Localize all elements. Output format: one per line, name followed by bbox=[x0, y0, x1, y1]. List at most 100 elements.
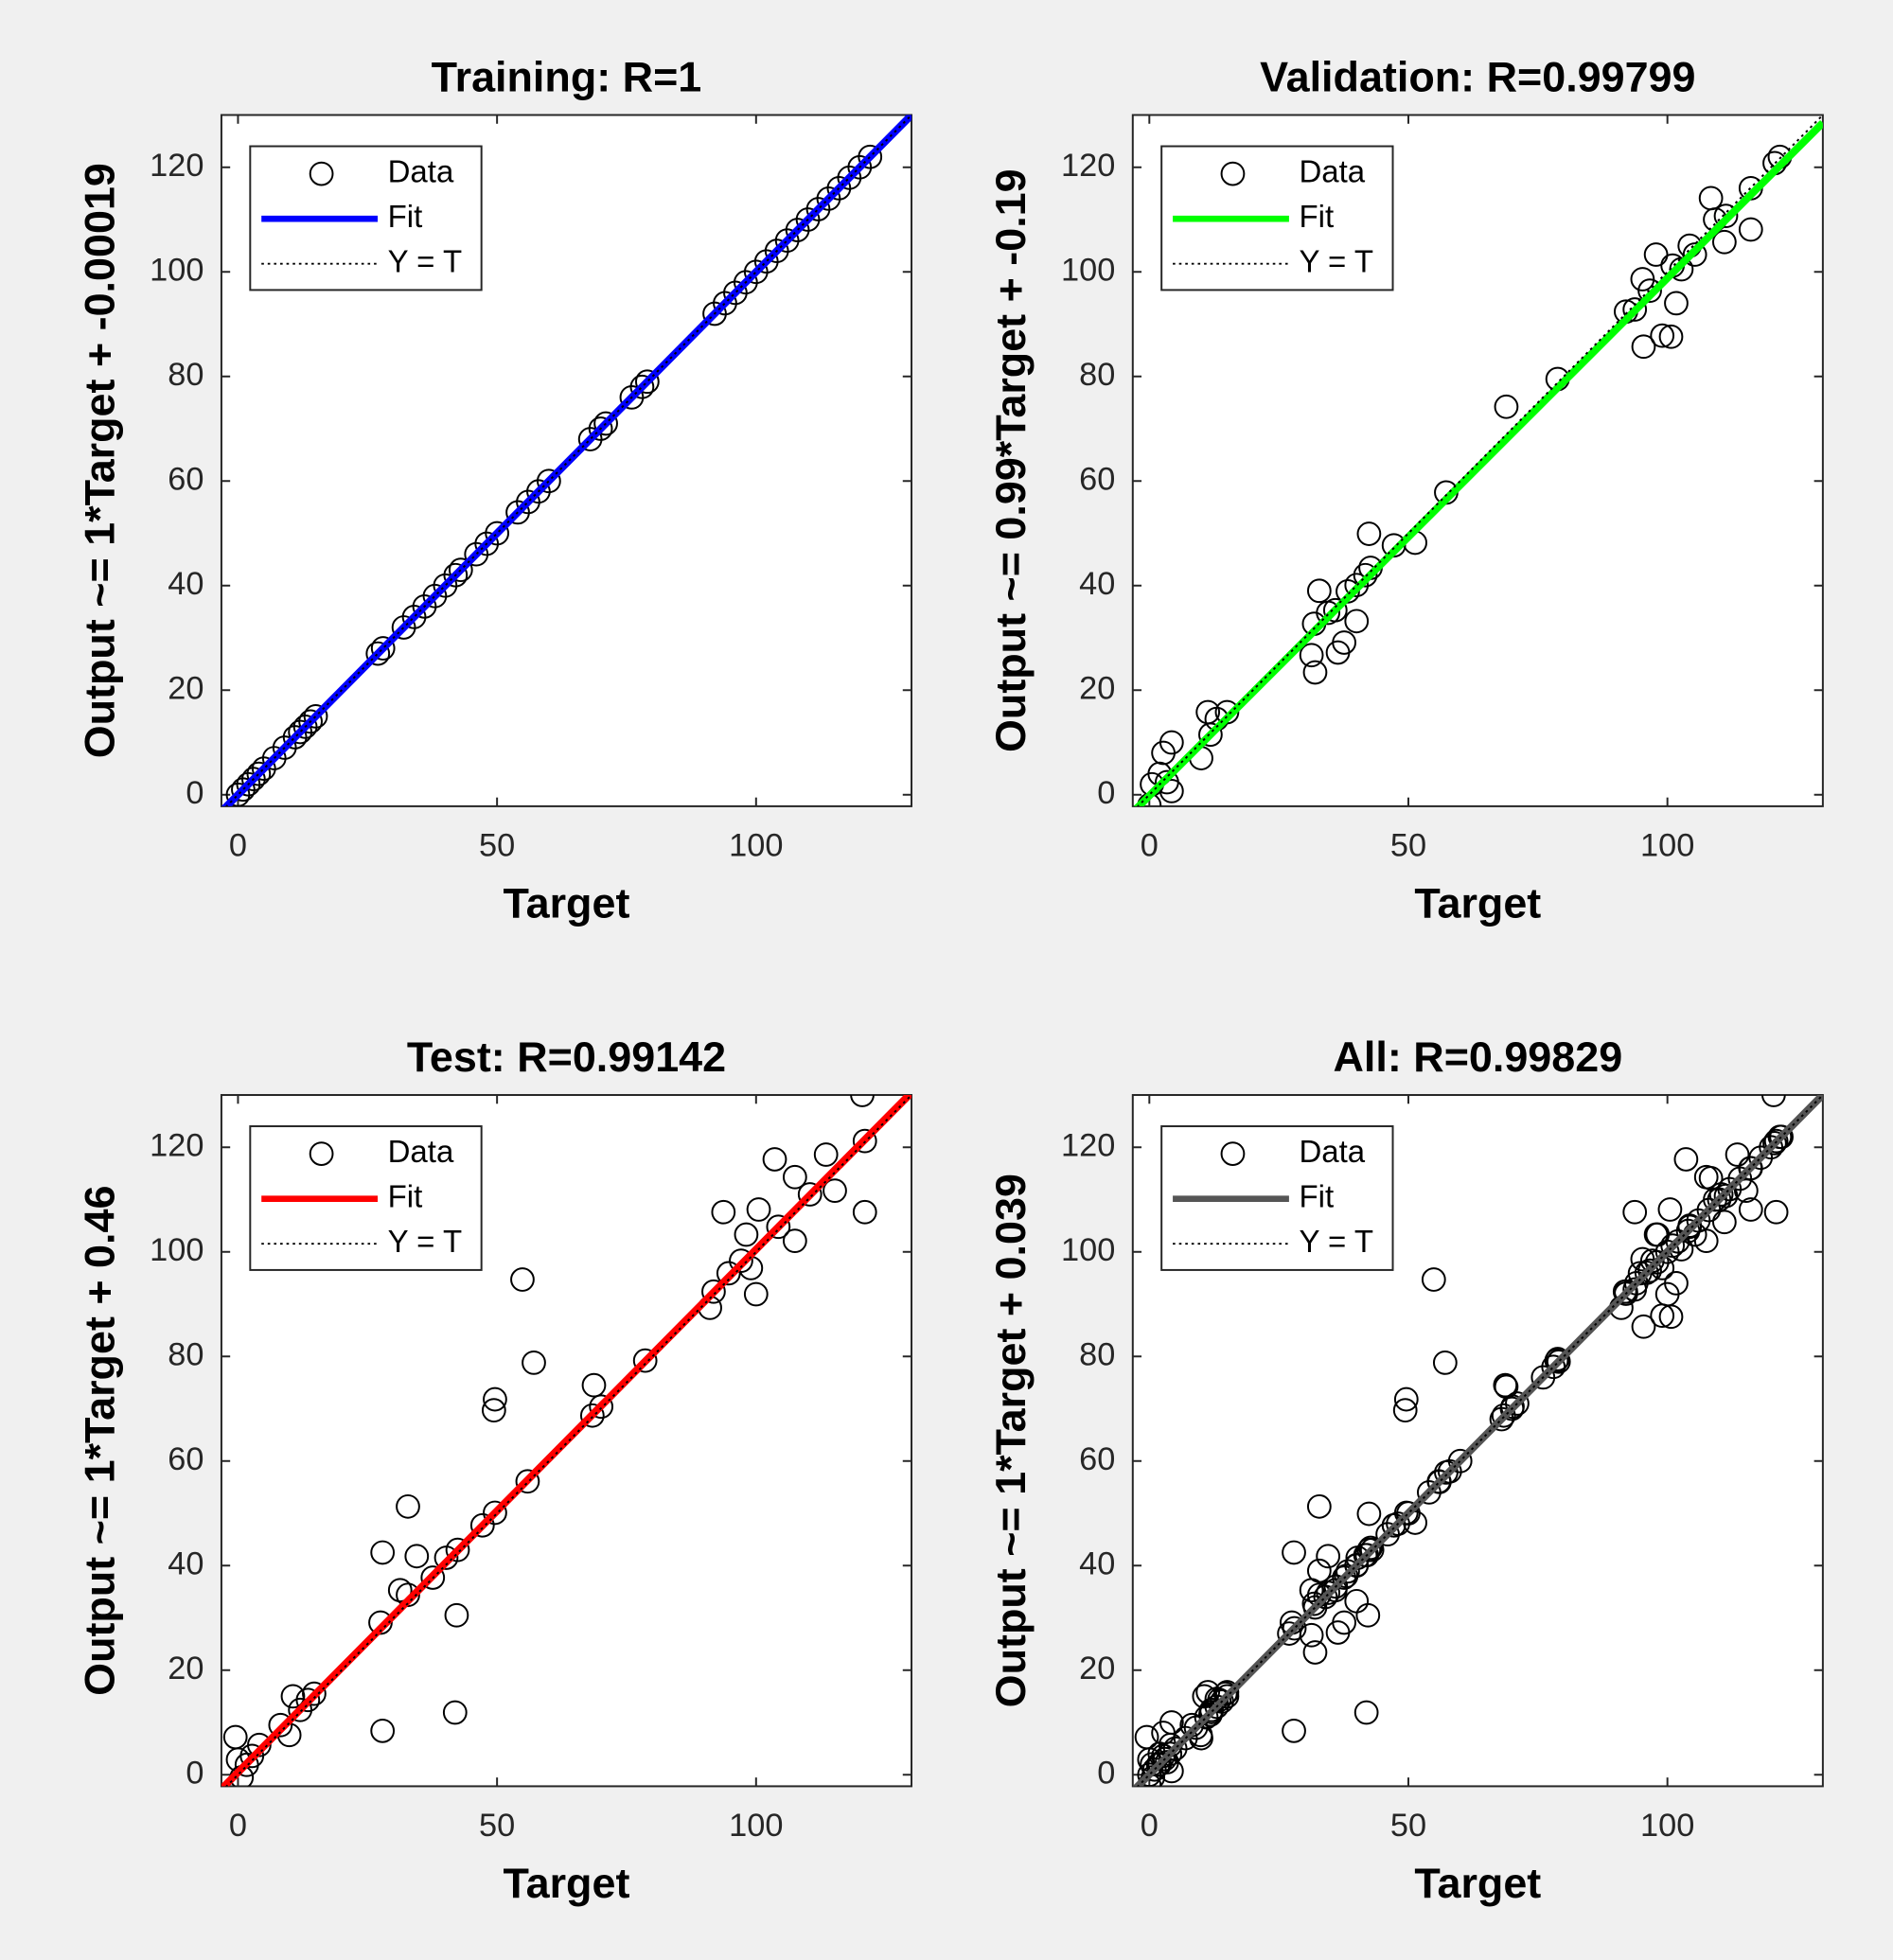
data-point bbox=[295, 1687, 321, 1713]
data-point bbox=[1631, 1314, 1656, 1339]
data-point bbox=[1299, 1622, 1324, 1648]
data-point bbox=[813, 1142, 839, 1167]
legend-marker bbox=[1220, 161, 1246, 186]
data-point bbox=[1637, 278, 1662, 304]
data-point bbox=[581, 1372, 607, 1398]
data-point bbox=[1322, 1578, 1348, 1603]
y-tick-label: 120 bbox=[1061, 148, 1115, 184]
chart-title: Test: R=0.99142 bbox=[407, 1033, 726, 1081]
data-point bbox=[483, 1386, 507, 1412]
legend-label: Data bbox=[388, 153, 454, 188]
data-point bbox=[469, 1512, 495, 1538]
plot-content bbox=[221, 115, 912, 806]
data-point bbox=[1763, 1199, 1789, 1225]
data-point bbox=[370, 1540, 396, 1565]
data-point bbox=[1332, 630, 1356, 655]
x-tick-label: 100 bbox=[1640, 1808, 1694, 1844]
x-tick-label: 100 bbox=[1640, 828, 1694, 864]
data-point bbox=[1500, 1394, 1525, 1420]
y-tick-label: 20 bbox=[1079, 1651, 1115, 1686]
x-tick-label: 50 bbox=[1390, 828, 1426, 864]
y-tick-label: 0 bbox=[186, 1755, 203, 1791]
data-point bbox=[396, 1493, 420, 1519]
data-point bbox=[1432, 1351, 1458, 1375]
plot-content bbox=[221, 1095, 912, 1787]
data-point bbox=[1299, 1578, 1324, 1603]
data-point bbox=[522, 1351, 546, 1375]
data-point bbox=[711, 1199, 736, 1225]
legend-label: Y = T bbox=[1299, 243, 1373, 278]
data-point bbox=[1658, 324, 1684, 349]
y-axis-label: Output ~= 0.99*Target + -0.19 bbox=[986, 168, 1035, 752]
legend-marker bbox=[1220, 1141, 1246, 1166]
data-point bbox=[1693, 1164, 1719, 1190]
data-point bbox=[1767, 1124, 1793, 1150]
data-point bbox=[370, 1718, 396, 1743]
data-point bbox=[782, 1228, 807, 1254]
x-tick-label: 0 bbox=[1141, 828, 1159, 864]
y-tick-label: 20 bbox=[1079, 670, 1115, 706]
data-point bbox=[1358, 1535, 1383, 1561]
data-point bbox=[1282, 1718, 1306, 1743]
data-point bbox=[303, 704, 328, 729]
data-point bbox=[387, 1578, 413, 1603]
data-point bbox=[444, 1602, 469, 1628]
chart-title: Training: R=1 bbox=[432, 52, 702, 100]
data-point bbox=[1654, 1281, 1680, 1307]
axes: Training: R=1 Target Output ~= 1*Target + … bbox=[75, 52, 913, 927]
legend-marker bbox=[309, 1141, 334, 1166]
data-point bbox=[448, 557, 473, 583]
data-point bbox=[1155, 769, 1179, 795]
x-axis-label: Target bbox=[1414, 878, 1541, 927]
identity-line bbox=[1136, 1095, 1823, 1787]
data-point bbox=[515, 1469, 540, 1494]
data-point bbox=[1612, 1279, 1637, 1304]
data-point bbox=[1214, 1680, 1240, 1704]
data-point bbox=[1212, 1681, 1238, 1706]
data-point bbox=[1713, 203, 1739, 229]
data-point bbox=[298, 709, 323, 734]
legend-label: Fit bbox=[1299, 199, 1334, 234]
x-tick-label: 0 bbox=[229, 828, 247, 864]
data-point bbox=[1356, 1537, 1382, 1563]
y-tick-label: 20 bbox=[168, 670, 203, 706]
data-point bbox=[1725, 1142, 1750, 1167]
legend-label: Fit bbox=[388, 1178, 423, 1213]
data-point bbox=[629, 374, 655, 399]
data-point bbox=[1738, 1197, 1763, 1222]
data-point bbox=[1421, 1267, 1446, 1292]
data-point bbox=[634, 369, 660, 395]
y-axis-label: Output ~= 1*Target + 0.039 bbox=[986, 1174, 1035, 1707]
y-tick-label: 40 bbox=[1079, 1545, 1115, 1581]
data-point bbox=[1491, 1403, 1516, 1428]
data-point bbox=[268, 1712, 293, 1738]
y-tick-label: 100 bbox=[1061, 1232, 1115, 1268]
y-tick-label: 60 bbox=[1079, 461, 1115, 497]
y-tick-label: 120 bbox=[1061, 1127, 1115, 1163]
data-point bbox=[1336, 1559, 1360, 1584]
data-point bbox=[442, 1700, 468, 1725]
data-point bbox=[485, 521, 510, 546]
data-point bbox=[1664, 291, 1689, 316]
data-point bbox=[1738, 217, 1763, 242]
data-point bbox=[1673, 1147, 1699, 1172]
data-point bbox=[1544, 1348, 1569, 1373]
data-point bbox=[1622, 1277, 1648, 1302]
data-point bbox=[1344, 573, 1370, 598]
data-point bbox=[1302, 1640, 1328, 1665]
y-tick-label: 60 bbox=[168, 1441, 203, 1477]
identity-line bbox=[225, 115, 912, 806]
data-point bbox=[536, 468, 561, 494]
data-point bbox=[1353, 562, 1378, 588]
data-point bbox=[1761, 1095, 1786, 1107]
data-point bbox=[1434, 1460, 1459, 1485]
data-point bbox=[1306, 1493, 1332, 1519]
legend-label: Data bbox=[388, 1134, 454, 1169]
x-tick-label: 0 bbox=[229, 1808, 247, 1844]
plot-content bbox=[1132, 1095, 1823, 1787]
x-axis-label: Target bbox=[504, 878, 630, 927]
data-point bbox=[1198, 722, 1223, 748]
data-point bbox=[823, 1178, 847, 1203]
data-point bbox=[588, 416, 613, 441]
